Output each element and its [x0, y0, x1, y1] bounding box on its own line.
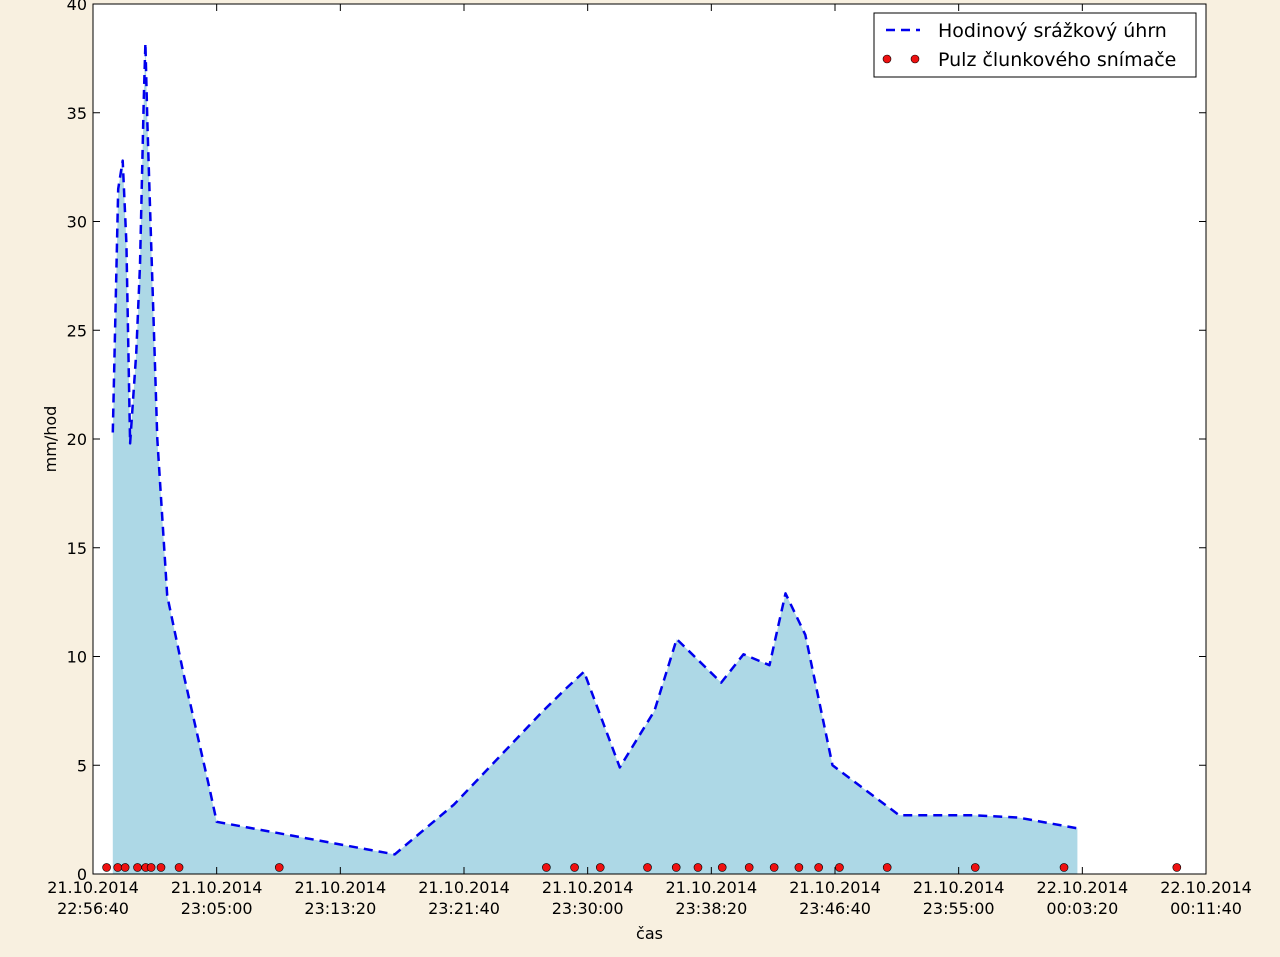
x-tick-label-time: 23:21:40: [428, 899, 500, 918]
pulse-marker: [882, 863, 892, 872]
pulse-marker: [542, 863, 551, 872]
pulse-marker: [113, 863, 123, 872]
rainfall-line: [111, 41, 1078, 856]
pulse-marker: [146, 863, 156, 872]
pulse-marker: [693, 863, 703, 872]
x-tick-label-time: 23:55:00: [923, 899, 995, 918]
x-tick-label-date: 22.10.2014: [1160, 878, 1252, 897]
rainfall-area: [112, 43, 1078, 875]
y-tick-label: 35: [67, 104, 87, 123]
y-tick-label: 10: [67, 648, 87, 667]
pulse-marker: [156, 863, 166, 872]
x-tick-label-date: 21.10.2014: [47, 878, 139, 897]
x-tick-label-time: 22:56:40: [57, 899, 129, 918]
pulse-marker: [133, 863, 142, 872]
x-axis-label: čas: [636, 924, 663, 943]
y-tick-label: 30: [67, 213, 87, 232]
axis-layer: 0 5 10 15 20 25 30 35 40 21.10.2014 22:56:40 21.10.…: [47, 0, 1252, 918]
pulse-marker: [174, 863, 184, 872]
pulse-marker: [120, 863, 130, 872]
x-tick-label-date: 21.10.2014: [418, 878, 510, 897]
x-tick-label-date: 21.10.2014: [171, 878, 263, 897]
fill-layer: [112, 43, 1078, 875]
pulse-marker: [1059, 863, 1069, 872]
y-tick-label: 20: [67, 430, 87, 449]
y-axis-label: mm/hod: [41, 406, 60, 473]
y-tick-label: 0: [77, 865, 87, 884]
pulse-marker: [794, 863, 804, 872]
legend-label-rainfall: Hodinový srážkový úhrn: [938, 20, 1167, 42]
pulse-marker: [769, 863, 779, 872]
legend: Hodinový srážkový úhrn Pulz člunkového s…: [873, 12, 1197, 78]
pulse-marker: [671, 863, 681, 872]
x-tick-label-date: 22.10.2014: [1037, 878, 1129, 897]
x-tick-label-time: 00:11:40: [1170, 899, 1242, 918]
marker-layer: [102, 863, 1182, 872]
x-tick-label-time: 23:38:20: [675, 899, 747, 918]
x-tick-label-time: 23:13:20: [304, 899, 376, 918]
pulse-marker: [102, 863, 111, 872]
pulse-marker: [835, 863, 844, 872]
pulse-marker: [744, 863, 754, 872]
legend-marker-sample: [910, 54, 920, 64]
y-tick-label: 25: [67, 321, 87, 340]
x-tick-label-time: 23:30:00: [552, 899, 624, 918]
legend-box: [873, 12, 1197, 78]
y-tick-label: 5: [77, 756, 87, 775]
x-tick-label-date: 21.10.2014: [666, 878, 758, 897]
pulse-marker: [717, 863, 727, 872]
x-tick-label-date: 21.10.2014: [295, 878, 387, 897]
pulse-marker: [643, 863, 652, 872]
x-tick-label-time: 00:03:20: [1046, 899, 1118, 918]
pulse-marker: [970, 863, 980, 872]
legend-marker-sample: [882, 54, 892, 64]
pulse-marker: [1172, 863, 1182, 872]
x-tick-label-date: 21.10.2014: [913, 878, 1005, 897]
line-layer: [111, 41, 1078, 856]
x-tick-label-date: 21.10.2014: [789, 878, 881, 897]
legend-label-pulses: Pulz člunkového snímače: [938, 49, 1176, 71]
y-tick-label: 15: [67, 539, 87, 558]
x-tick-label-date: 21.10.2014: [542, 878, 634, 897]
x-tick-label-time: 23:05:00: [181, 899, 253, 918]
pulse-marker: [274, 863, 284, 872]
x-tick-label-time: 23:46:40: [799, 899, 871, 918]
pulse-marker: [595, 863, 605, 872]
y-tick-label: 40: [67, 0, 87, 14]
pulse-marker: [570, 863, 579, 872]
pulse-marker: [814, 863, 823, 872]
